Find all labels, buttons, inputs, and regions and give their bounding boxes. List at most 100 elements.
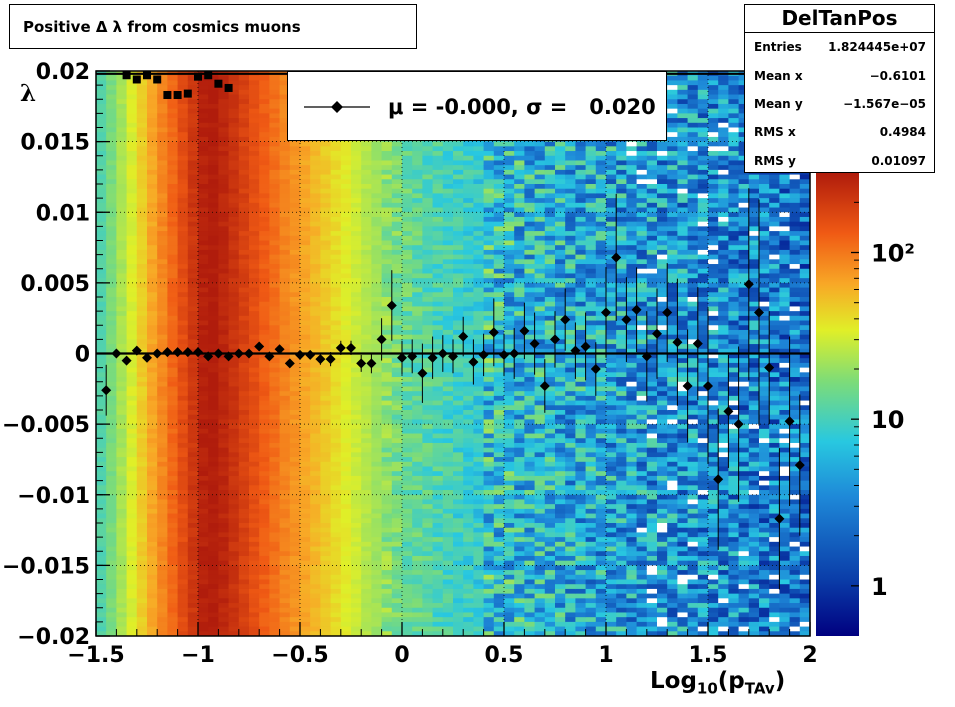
mean-point <box>193 347 203 358</box>
mean-point <box>550 334 560 345</box>
mean-point <box>203 351 214 362</box>
sigma-point <box>132 75 141 84</box>
mean-point <box>448 351 458 362</box>
data-points <box>101 71 805 590</box>
legend: μ = -0.000, σ = 0.020 <box>287 71 667 141</box>
stats-value: 1.824445e+07 <box>828 40 926 55</box>
mean-point <box>743 279 754 290</box>
mean-point <box>417 368 428 379</box>
mean-point <box>662 307 673 318</box>
mean-point <box>182 347 193 358</box>
chart-title: Positive Δ λ from cosmics muons <box>9 4 417 49</box>
mean-point <box>335 342 346 353</box>
mean-point <box>356 358 367 369</box>
stats-label: RMS x <box>754 125 796 140</box>
x-tick-label: −1 <box>181 643 215 668</box>
mean-point <box>213 348 224 359</box>
mean-point <box>162 347 173 358</box>
stats-name: DelTanPos <box>745 5 934 33</box>
stats-label: Entries <box>754 40 802 55</box>
y-axis: −0.02 −0.015 −0.01 −0.005 0 0.005 0.01 0.015 0.0… <box>2 60 110 650</box>
sigma-point <box>163 91 172 100</box>
x-axis: −1.5 −1 −0.5 0 0.5 1 1.5 2 <box>67 622 818 668</box>
x-axis-label-sub: 10 <box>696 679 718 698</box>
mean-point <box>733 419 744 430</box>
stats-row: Mean y −1.567e−05 <box>745 90 934 118</box>
mean-point <box>560 314 571 325</box>
mean-point <box>131 345 142 356</box>
mean-point <box>713 474 724 485</box>
mean-point <box>519 325 530 336</box>
x-axis-label-main: Log <box>650 668 697 694</box>
stats-label: Mean y <box>754 96 803 111</box>
colorbar-tick-label: 10² <box>871 240 915 268</box>
y-tick-label: 0.015 <box>20 131 90 156</box>
x-tick-label: −0.5 <box>271 643 328 668</box>
mean-point <box>754 307 764 318</box>
mean-point <box>233 348 244 359</box>
stats-value: 0.4984 <box>879 125 926 140</box>
mean-point <box>641 351 652 362</box>
mean-point <box>621 314 632 325</box>
colorbar <box>816 173 859 636</box>
colorbar-tick-label: 10 <box>871 406 904 434</box>
mean-point <box>223 351 234 362</box>
x-tick-label: −1.5 <box>67 643 124 668</box>
y-tick-label: 0.005 <box>20 272 90 297</box>
stats-value: 0.01097 <box>871 153 926 168</box>
sigma-point <box>204 71 213 80</box>
x-tick-label: 2 <box>802 643 817 668</box>
x-tick-label: 0 <box>394 643 409 668</box>
mean-point <box>539 380 550 391</box>
mean-point <box>509 348 520 359</box>
mean-point <box>611 252 622 263</box>
mean-point <box>794 460 805 471</box>
mean-point <box>652 328 662 339</box>
mean-point <box>631 304 642 315</box>
mean-point <box>437 348 448 359</box>
mean-point <box>570 345 581 356</box>
stats-value: −1.567e−05 <box>843 96 926 111</box>
mean-point <box>284 358 295 369</box>
mean-point <box>723 406 734 417</box>
mean-point <box>376 334 387 345</box>
y-tick-label: 0 <box>75 343 90 368</box>
y-tick-label: 0.01 <box>36 201 90 226</box>
sigma-point <box>122 71 131 80</box>
mean-point <box>529 338 540 349</box>
x-axis-label-paren: (p <box>717 668 745 694</box>
mean-point <box>295 349 305 360</box>
y-tick-label: 0.02 <box>36 60 90 85</box>
mean-point <box>386 300 397 311</box>
mean-point <box>142 352 152 363</box>
x-tick-label: 1.5 <box>689 643 728 668</box>
legend-text: μ = -0.000, σ = 0.020 <box>388 95 656 119</box>
mean-point <box>244 348 254 359</box>
mean-point <box>580 341 591 352</box>
x-tick-label: 1 <box>598 643 613 668</box>
mean-point <box>692 338 703 349</box>
mean-point <box>478 349 489 360</box>
colorbar-tick-label: 1 <box>871 573 888 601</box>
mean-point <box>764 362 775 373</box>
sigma-point <box>153 75 162 84</box>
sigma-point <box>143 71 151 80</box>
heatmap-field <box>96 71 810 636</box>
mean-point <box>427 352 438 363</box>
mean-point <box>121 355 132 366</box>
mean-point <box>111 348 122 359</box>
y-axis-label: λ <box>20 80 37 107</box>
mean-point <box>305 349 316 360</box>
mean-point <box>101 385 112 396</box>
y-tick-label: −0.01 <box>17 484 90 509</box>
x-axis-label-close: ) <box>774 668 786 694</box>
mean-point <box>172 347 183 358</box>
mean-point <box>499 349 509 360</box>
mean-point <box>397 352 407 363</box>
mean-point <box>407 351 418 362</box>
mean-point <box>784 416 795 427</box>
stats-box: DelTanPos Entries 1.824445e+07 Mean x −0.6… <box>744 4 935 173</box>
stats-row: Entries 1.824445e+07 <box>745 33 934 61</box>
mean-point <box>458 331 469 342</box>
